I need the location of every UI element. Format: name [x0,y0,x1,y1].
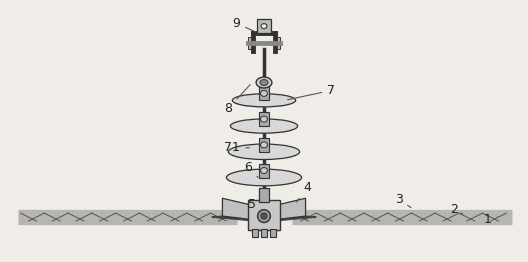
Text: 2: 2 [450,203,463,216]
Ellipse shape [232,150,296,160]
Ellipse shape [230,119,298,133]
Text: 1: 1 [484,212,497,226]
Ellipse shape [260,116,268,122]
Polygon shape [222,198,256,220]
Ellipse shape [260,90,268,96]
Ellipse shape [261,213,267,219]
Text: 6: 6 [244,161,258,177]
Text: 8: 8 [224,85,250,115]
Text: 3: 3 [394,193,411,208]
Bar [259,86,269,100]
Bar [259,188,269,202]
Polygon shape [272,198,306,220]
Ellipse shape [227,169,301,186]
Bar [252,229,258,237]
Ellipse shape [258,210,270,222]
Text: 4: 4 [296,181,312,202]
Text: 71: 71 [224,141,249,154]
Bar [274,37,280,49]
Ellipse shape [234,124,294,134]
Bar [248,37,254,49]
Bar [248,200,280,230]
Text: 5: 5 [248,198,261,213]
Bar [259,164,269,177]
Ellipse shape [230,175,298,186]
Ellipse shape [260,142,268,148]
Ellipse shape [261,24,267,29]
Bar [270,229,276,237]
Ellipse shape [229,144,299,160]
Bar [259,112,269,126]
Bar [257,19,271,33]
Ellipse shape [235,99,293,108]
Ellipse shape [260,80,268,85]
Bar [259,138,269,152]
Text: 7: 7 [287,84,335,100]
Ellipse shape [232,94,296,107]
Text: 9: 9 [232,17,256,32]
Ellipse shape [256,77,272,88]
Ellipse shape [260,168,268,173]
Bar [261,229,267,237]
